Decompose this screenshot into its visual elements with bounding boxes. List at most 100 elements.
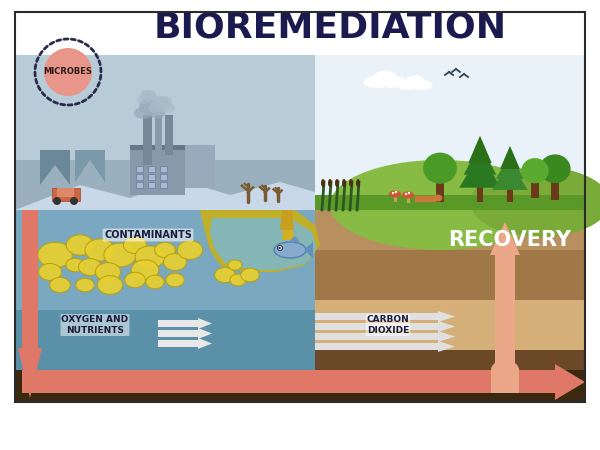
Bar xyxy=(0,0,600,55)
Ellipse shape xyxy=(50,277,70,292)
Bar xyxy=(407,197,409,203)
Bar xyxy=(185,145,215,188)
Ellipse shape xyxy=(154,96,166,104)
Polygon shape xyxy=(438,311,455,322)
Ellipse shape xyxy=(166,273,184,287)
Ellipse shape xyxy=(389,190,401,198)
Ellipse shape xyxy=(66,258,84,272)
Ellipse shape xyxy=(418,81,433,90)
Ellipse shape xyxy=(160,96,172,104)
Polygon shape xyxy=(18,348,42,398)
Polygon shape xyxy=(315,55,585,210)
Polygon shape xyxy=(158,330,200,337)
Ellipse shape xyxy=(335,179,339,187)
Bar xyxy=(57,188,74,197)
Polygon shape xyxy=(75,150,105,182)
Bar xyxy=(155,115,162,160)
Polygon shape xyxy=(15,310,315,370)
Polygon shape xyxy=(15,55,315,210)
Bar xyxy=(15,12,585,402)
Polygon shape xyxy=(158,320,200,327)
Ellipse shape xyxy=(470,167,600,237)
Ellipse shape xyxy=(141,90,151,96)
Polygon shape xyxy=(158,340,200,347)
Polygon shape xyxy=(438,341,455,352)
Circle shape xyxy=(392,192,394,194)
Polygon shape xyxy=(22,370,560,393)
Bar xyxy=(436,182,444,202)
Polygon shape xyxy=(282,230,294,240)
Ellipse shape xyxy=(149,108,166,118)
Ellipse shape xyxy=(330,160,550,250)
Polygon shape xyxy=(491,360,519,393)
Ellipse shape xyxy=(139,100,161,115)
Ellipse shape xyxy=(147,99,161,108)
Bar xyxy=(160,174,167,180)
Polygon shape xyxy=(22,210,38,350)
Bar xyxy=(551,182,559,200)
Polygon shape xyxy=(459,153,501,188)
Bar xyxy=(148,166,155,172)
Bar xyxy=(160,182,167,188)
Polygon shape xyxy=(315,333,440,340)
Ellipse shape xyxy=(163,253,187,270)
Circle shape xyxy=(44,48,92,96)
Ellipse shape xyxy=(95,263,121,281)
Text: MICROBES: MICROBES xyxy=(44,68,92,76)
Polygon shape xyxy=(198,338,212,349)
Ellipse shape xyxy=(124,237,146,253)
Circle shape xyxy=(70,197,78,205)
Ellipse shape xyxy=(328,179,332,187)
Polygon shape xyxy=(495,255,515,368)
Ellipse shape xyxy=(125,272,145,288)
Ellipse shape xyxy=(140,91,156,101)
Circle shape xyxy=(395,191,397,193)
Text: OXYGEN AND
NUTRIENTS: OXYGEN AND NUTRIENTS xyxy=(61,315,128,335)
Ellipse shape xyxy=(433,194,443,202)
Bar xyxy=(477,184,483,202)
Text: CARBON
DIOXIDE: CARBON DIOXIDE xyxy=(367,315,409,335)
Ellipse shape xyxy=(85,239,115,261)
Polygon shape xyxy=(304,242,313,258)
Ellipse shape xyxy=(414,83,426,90)
Ellipse shape xyxy=(104,243,136,267)
Bar xyxy=(143,115,152,165)
Ellipse shape xyxy=(521,158,548,183)
Circle shape xyxy=(277,246,283,251)
Polygon shape xyxy=(315,250,585,300)
Polygon shape xyxy=(500,146,520,169)
Polygon shape xyxy=(288,236,300,242)
Text: CONTAMINANTS: CONTAMINANTS xyxy=(104,230,192,240)
Polygon shape xyxy=(493,161,527,190)
Ellipse shape xyxy=(364,76,383,88)
Circle shape xyxy=(53,197,61,205)
Ellipse shape xyxy=(423,153,457,184)
Ellipse shape xyxy=(404,83,416,90)
Polygon shape xyxy=(280,210,294,230)
Ellipse shape xyxy=(349,179,353,187)
Polygon shape xyxy=(469,136,492,163)
Ellipse shape xyxy=(134,107,152,119)
Polygon shape xyxy=(198,318,212,329)
Bar xyxy=(148,174,155,180)
Polygon shape xyxy=(210,218,317,270)
Ellipse shape xyxy=(38,264,62,280)
Ellipse shape xyxy=(388,76,406,87)
Ellipse shape xyxy=(131,260,159,280)
Circle shape xyxy=(278,247,281,249)
Ellipse shape xyxy=(228,260,242,270)
Ellipse shape xyxy=(147,96,159,104)
Ellipse shape xyxy=(137,96,149,104)
Text: BIOREMEDIATION: BIOREMEDIATION xyxy=(154,11,506,45)
Bar xyxy=(394,196,397,202)
Bar xyxy=(52,188,80,201)
Polygon shape xyxy=(315,300,585,350)
Polygon shape xyxy=(555,364,585,400)
Ellipse shape xyxy=(97,276,122,294)
Polygon shape xyxy=(15,55,315,160)
Polygon shape xyxy=(490,222,520,255)
Ellipse shape xyxy=(215,267,235,283)
Ellipse shape xyxy=(539,154,571,183)
Bar xyxy=(165,115,173,155)
Ellipse shape xyxy=(161,104,175,112)
